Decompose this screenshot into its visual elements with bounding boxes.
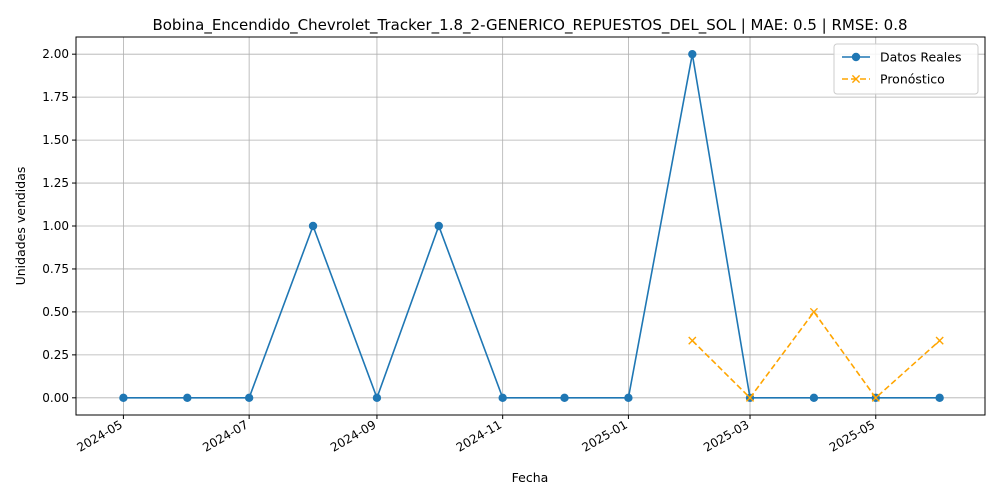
data-point: [183, 393, 192, 403]
data-point: [745, 393, 755, 402]
y-tick-label: 1.50: [42, 133, 69, 147]
y-tick-label: 0.25: [42, 348, 69, 362]
x-tick-label: 2024-07: [200, 417, 250, 454]
y-tick-label: 0.75: [42, 262, 69, 276]
y-axis-label: Unidades vendidas: [13, 167, 28, 286]
data-point: [498, 393, 507, 403]
data-point: [560, 393, 569, 403]
x-tick-label: 2024-05: [74, 417, 124, 454]
grid: [76, 37, 985, 415]
data-point: [935, 393, 944, 403]
data-point: [308, 221, 318, 231]
y-tick-label: 1.00: [42, 219, 69, 233]
x-tick-label: 2024-11: [454, 417, 504, 454]
x-tick-label: 2025-03: [701, 417, 751, 454]
data-point: [809, 393, 819, 403]
series-line-0: [123, 54, 940, 401]
data-point: [809, 307, 819, 317]
data-point: [119, 393, 128, 403]
series-layer: [119, 49, 944, 403]
legend: Datos Reales Pronóstico: [833, 43, 979, 95]
series-line-1: [691, 310, 941, 400]
y-tick-label: 1.25: [42, 176, 69, 190]
x-tick-label: 2025-01: [579, 417, 629, 454]
x-tick-label: 2024-09: [328, 417, 378, 454]
data-point: [935, 336, 944, 345]
chart-title: Bobina_Encendido_Chevrolet_Tracker_1.8_2…: [152, 16, 907, 35]
legend-marker: [851, 74, 861, 84]
y-tick-label: 0.50: [42, 305, 69, 319]
y-tick-label: 2.00: [42, 47, 69, 61]
legend-label: Datos Reales: [880, 50, 961, 65]
data-point: [372, 393, 382, 403]
data-point: [688, 49, 697, 59]
data-point: [244, 393, 254, 403]
y-tick-label: 1.75: [42, 90, 69, 104]
x-axis: 2024-05 2024-07 2024-09 2024-11 2025-01 2025-…: [74, 415, 877, 455]
data-point: [434, 221, 443, 231]
data-point: [624, 393, 633, 403]
y-axis: 0.00 0.25 0.50 0.75 1.00 1.25 1.50 1.75 2.00: [42, 47, 76, 405]
y-tick-label: 0.00: [42, 391, 69, 405]
x-tick-label: 2025-05: [827, 417, 877, 454]
data-point: [871, 393, 880, 402]
x-axis-label: Fecha: [512, 470, 549, 485]
legend-label: Pronóstico: [880, 72, 945, 87]
data-point: [688, 336, 697, 345]
legend-marker: [851, 52, 861, 62]
